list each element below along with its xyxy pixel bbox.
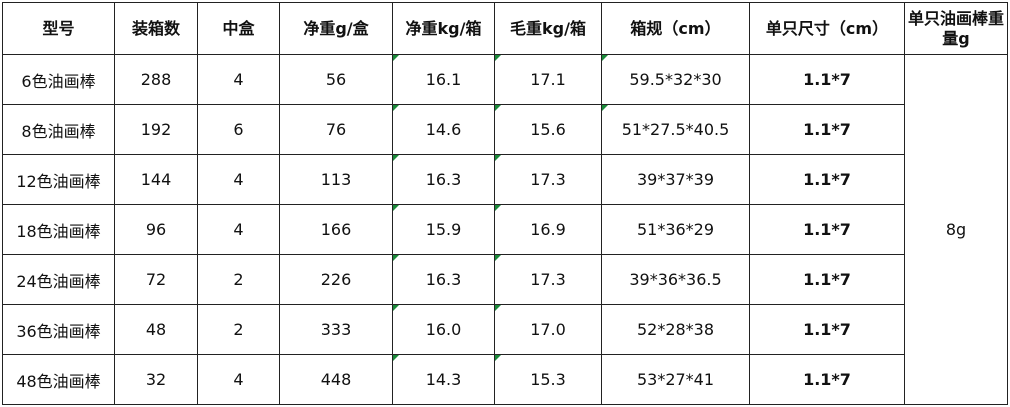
cell: 59.5*32*30 [601,54,750,105]
cell: 4 [197,354,280,405]
cell: 39*36*36.5 [601,254,750,305]
data-row: 48色油画棒 32 4 448 14.3 15.3 53*27*41 1.1*7 [2,354,1008,405]
cell: 16.3 [392,154,495,205]
cell: 2 [197,254,280,305]
cell: 226 [279,254,393,305]
cell: 51*36*29 [601,204,750,255]
cell: 15.9 [392,204,495,255]
cell: 76 [279,104,393,155]
cell: 56 [279,54,393,105]
cell: 6 [197,104,280,155]
cell: 4 [197,204,280,255]
cell: 14.3 [392,354,495,405]
data-row: 24色油画棒 72 2 226 16.3 17.3 39*36*36.5 1.1*7 [2,254,1008,305]
cell: 1.1*7 [749,154,905,205]
data-row: 36色油画棒 48 2 333 16.0 17.0 52*28*38 1.1*7 [2,304,1008,355]
header-cell: 箱规（cm） [601,2,750,55]
header-cell: 净重g/盒 [279,2,393,55]
cell: 24色油画棒 [2,254,115,305]
cell: 53*27*41 [601,354,750,405]
cell: 1.1*7 [749,254,905,305]
cell: 2 [197,304,280,355]
data-row: 8色油画棒 192 6 76 14.6 15.6 51*27.5*40.5 1.1*7 [2,104,1008,155]
cell: 113 [279,154,393,205]
cell: 448 [279,354,393,405]
data-row: 18色油画棒 96 4 166 15.9 16.9 51*36*29 1.1*7 [2,204,1008,255]
header-cell: 装箱数 [114,2,198,55]
cell: 17.3 [494,254,602,305]
weight-cell: 8g [904,54,1008,405]
cell: 17.1 [494,54,602,105]
cell: 6色油画棒 [2,54,115,105]
cell: 15.3 [494,354,602,405]
cell: 333 [279,304,393,355]
header-cell: 中盒 [197,2,280,55]
cell: 8色油画棒 [2,104,115,155]
header-cell: 单只尺寸（cm） [749,2,905,55]
cell: 1.1*7 [749,304,905,355]
cell: 16.1 [392,54,495,105]
cell: 72 [114,254,198,305]
cell: 1.1*7 [749,54,905,105]
header-cell: 型号 [2,2,115,55]
cell: 17.0 [494,304,602,355]
cell: 1.1*7 [749,204,905,255]
cell: 15.6 [494,104,602,155]
cell: 16.0 [392,304,495,355]
cell: 4 [197,54,280,105]
cell: 36色油画棒 [2,304,115,355]
cell: 166 [279,204,393,255]
data-row: 12色油画棒 144 4 113 16.3 17.3 39*37*39 1.1*7 [2,154,1008,205]
cell: 17.3 [494,154,602,205]
cell: 1.1*7 [749,104,905,155]
cell: 52*28*38 [601,304,750,355]
data-row: 6色油画棒 288 4 56 16.1 17.1 59.5*32*30 1.1*7 8g [2,54,1008,405]
cell: 48色油画棒 [2,354,115,405]
cell: 16.9 [494,204,602,255]
cell: 39*37*39 [601,154,750,205]
header-cell: 净重kg/箱 [392,2,495,55]
cell: 16.3 [392,254,495,305]
cell: 48 [114,304,198,355]
cell: 12色油画棒 [2,154,115,205]
cell: 51*27.5*40.5 [601,104,750,155]
cell: 192 [114,104,198,155]
header-cell: 毛重kg/箱 [494,2,602,55]
cell: 96 [114,204,198,255]
cell: 288 [114,54,198,105]
cell: 144 [114,154,198,205]
header-cell: 单只油画棒重量g [904,2,1008,55]
header-row: 型号 装箱数 中盒 净重g/盒 净重kg/箱 毛重kg/箱 箱规（cm） 单只尺寸（cm） 单只… [2,2,1008,55]
cell: 32 [114,354,198,405]
cell: 4 [197,154,280,205]
cell: 1.1*7 [749,354,905,405]
cell: 14.6 [392,104,495,155]
cell: 18色油画棒 [2,204,115,255]
